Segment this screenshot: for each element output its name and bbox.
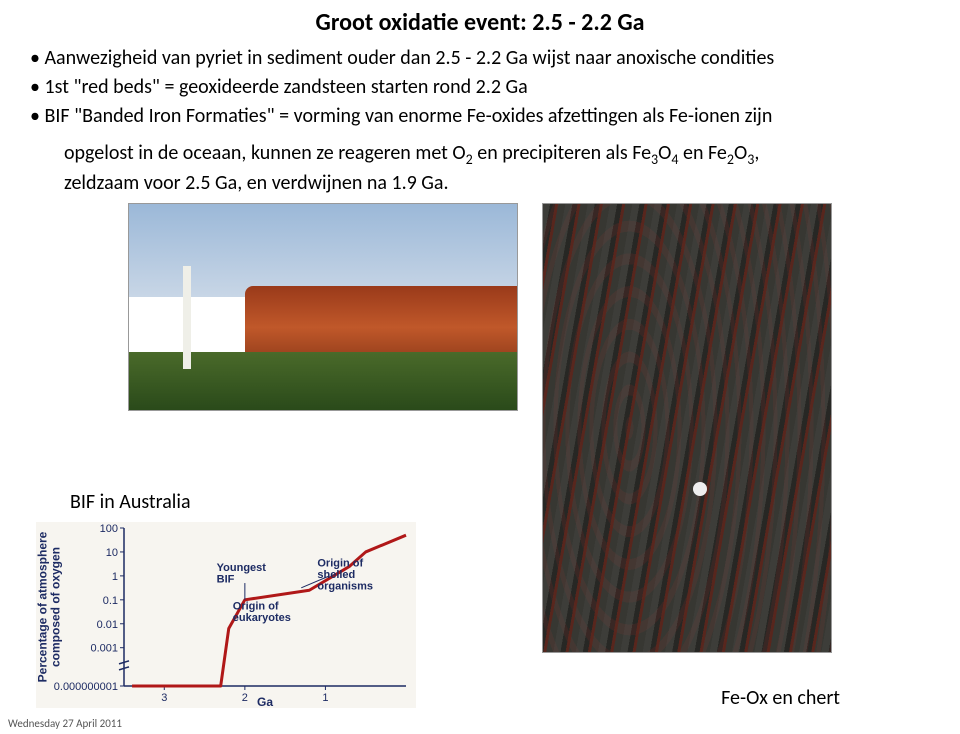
- svg-text:2: 2: [242, 692, 248, 704]
- svg-text:1: 1: [112, 571, 118, 583]
- bullet-3-cont: opgelost in de oceaan, kunnen ze reagere…: [0, 132, 960, 197]
- svg-text:10: 10: [106, 547, 118, 559]
- svg-text:3: 3: [161, 692, 167, 704]
- svg-text:Ga: Ga: [257, 695, 273, 708]
- svg-text:Origin ofshelledorganisms: Origin ofshelledorganisms: [317, 557, 373, 592]
- svg-text:0.001: 0.001: [90, 643, 118, 655]
- footer-date: Wednesday 27 April 2011: [8, 717, 122, 730]
- bullet-2: 1st "red beds" = geoxideerde zandsteen s…: [30, 74, 930, 101]
- feox-chert-caption: Fe-Ox en chert: [721, 686, 840, 710]
- oxygen-chart: 100 10 1 0.1 0.01 0.001 0.000000001 3 2 1 Ga Percen…: [36, 522, 416, 708]
- svg-text:0.01: 0.01: [97, 619, 118, 631]
- svg-text:0.1: 0.1: [103, 595, 118, 607]
- photo-red-beds: [128, 203, 518, 411]
- bullet-3: BIF "Banded Iron Formaties" = vorming va…: [30, 103, 930, 130]
- svg-text:Origin ofeukaryotes: Origin ofeukaryotes: [233, 600, 291, 624]
- page-title: Groot oxidatie event: 2.5 - 2.2 Ga: [0, 0, 960, 37]
- svg-text:Percentage of atmospherecompos: Percentage of atmospherecomposed of oxyg…: [36, 531, 63, 682]
- svg-text:0.000000001: 0.000000001: [54, 681, 118, 693]
- bif-australia-label: BIF in Australia: [70, 490, 191, 514]
- bullet-1: Aanwezigheid van pyriet in sediment oude…: [30, 45, 930, 72]
- svg-text:YoungestBIF: YoungestBIF: [217, 562, 267, 586]
- svg-text:1: 1: [322, 692, 328, 704]
- svg-text:100: 100: [100, 523, 118, 535]
- bullet-list: Aanwezigheid van pyriet in sediment oude…: [0, 37, 960, 130]
- photo-bif-rock: [542, 203, 832, 653]
